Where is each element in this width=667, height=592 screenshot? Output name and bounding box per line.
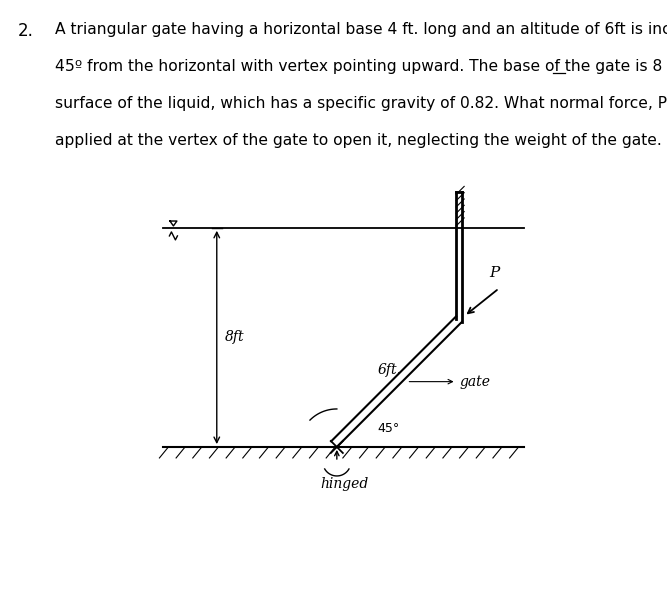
Text: 45°: 45° [378, 422, 400, 435]
Text: 8ft: 8ft [225, 330, 244, 345]
Text: gate: gate [460, 375, 490, 388]
Text: surface of the liquid, which has a specific gravity of 0.82. What normal force, : surface of the liquid, which has a speci… [55, 96, 667, 111]
Text: 2.: 2. [18, 22, 34, 40]
Text: hinged: hinged [321, 477, 369, 491]
Text: 45º from the horizontal with vertex pointing upward. The base of the gate is 8 f: 45º from the horizontal with vertex poin… [55, 59, 667, 74]
Text: applied at the vertex of the gate to open it, neglecting the weight of the gate.: applied at the vertex of the gate to ope… [55, 133, 662, 148]
Text: A triangular gate having a horizontal base 4 ft. long and an altitude of 6ft is : A triangular gate having a horizontal ba… [55, 22, 667, 37]
Text: 6ft.: 6ft. [378, 363, 402, 378]
Text: P: P [489, 266, 500, 280]
